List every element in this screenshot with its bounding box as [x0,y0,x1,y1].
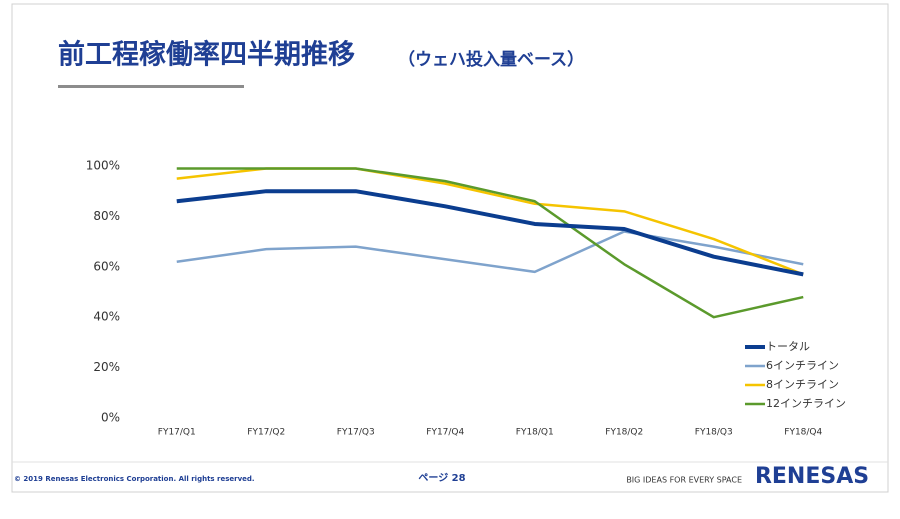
series-line [176,189,804,277]
x-tick-label: FY18/Q1 [516,428,554,438]
slide-frame [11,3,889,493]
slide-title: 前工程稼働率四半期推移 [58,39,355,71]
page-number: ページ 28 [418,472,465,484]
x-tick-label: FY18/Q2 [605,428,643,438]
y-tick-label: 0% [101,411,120,425]
series-line [176,167,804,319]
y-tick-label: 60% [93,259,120,273]
x-tick-label: FY17/Q4 [426,428,464,438]
slogan: BIG IDEAS FOR EVERY SPACE [626,476,742,485]
x-tick-label: FY18/Q3 [695,428,733,438]
legend-label: 12インチライン [766,397,846,410]
x-tick-label: FY17/Q2 [247,428,285,438]
y-tick-label: 40% [93,310,120,324]
legend-label: 8インチライン [766,378,839,391]
x-tick-label: FY17/Q1 [158,428,196,438]
copyright: © 2019 Renesas Electronics Corporation. … [14,475,255,483]
x-tick-label: FY18/Q4 [784,428,822,438]
slide-subtitle: （ウェハ投入量ベース） [398,49,584,70]
title-underline [58,85,244,88]
series-line [176,230,804,274]
y-tick-label: 100% [86,159,120,173]
logo: RENESAS [755,464,869,489]
chart: 0% 20% 40% 60% 80% 100% FY17/Q1 FY17/Q2 FY17/Q3 F… [86,159,846,438]
legend-label: 6インチライン [766,359,839,372]
y-tick-label: 80% [93,209,120,223]
x-tick-label: FY17/Q3 [337,428,375,438]
y-tick-label: 20% [93,360,120,374]
legend-label: トータル [766,340,810,353]
